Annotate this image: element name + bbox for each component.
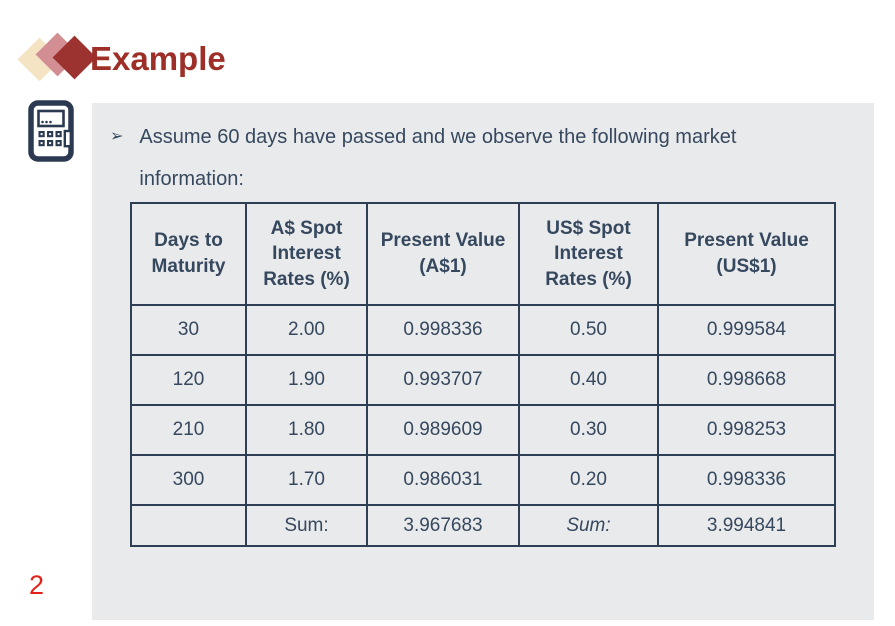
col-header-present-value-aud: Present Value (A$1): [366, 202, 520, 306]
cell-usd-rate: 0.40: [518, 354, 659, 406]
col-header-usd-spot-rates: US$ Spot Interest Rates (%): [518, 202, 659, 306]
arrow-bullet-icon: ➢: [110, 128, 124, 145]
cell-usd-rate: 0.20: [518, 454, 659, 506]
table-sum-row: Sum: 3.967683 Sum: 3.994841: [130, 504, 836, 547]
content-panel: ➢ Assume 60 days have passed and we obse…: [92, 103, 874, 620]
market-information-table: Days to Maturity A$ Spot Interest Rates …: [130, 202, 836, 547]
cell-sum-value-usd: 3.994841: [657, 504, 836, 547]
cell-empty: [130, 504, 247, 547]
col-header-aud-spot-rates: A$ Spot Interest Rates (%): [245, 202, 368, 306]
cell-pv-aud: 0.998336: [366, 304, 520, 356]
table-row: 30 2.00 0.998336 0.50 0.999584: [130, 304, 836, 356]
cell-sum-label-aud: Sum:: [245, 504, 368, 547]
cell-aud-rate: 1.80: [245, 404, 368, 456]
cell-sum-label-usd: Sum:: [518, 504, 659, 547]
cell-sum-value-aud: 3.967683: [366, 504, 520, 547]
calculator-icon: [28, 100, 74, 162]
cell-days: 120: [130, 354, 247, 406]
cell-pv-aud: 0.986031: [366, 454, 520, 506]
cell-aud-rate: 1.90: [245, 354, 368, 406]
cell-usd-rate: 0.50: [518, 304, 659, 356]
cell-days: 30: [130, 304, 247, 356]
cell-days: 300: [130, 454, 247, 506]
col-header-days-to-maturity: Days to Maturity: [130, 202, 247, 306]
table-row: 120 1.90 0.993707 0.40 0.998668: [130, 354, 836, 406]
table-row: 210 1.80 0.989609 0.30 0.998253: [130, 404, 836, 456]
cell-pv-usd: 0.998668: [657, 354, 836, 406]
bullet-item: ➢ Assume 60 days have passed and we obse…: [110, 116, 799, 200]
table-header-row: Days to Maturity A$ Spot Interest Rates …: [130, 202, 836, 306]
cell-pv-aud: 0.993707: [366, 354, 520, 406]
cell-usd-rate: 0.30: [518, 404, 659, 456]
cell-pv-usd: 0.998336: [657, 454, 836, 506]
cell-pv-usd: 0.999584: [657, 304, 836, 356]
cell-aud-rate: 2.00: [245, 304, 368, 356]
slide-title: Example: [90, 40, 226, 77]
cell-pv-aud: 0.989609: [366, 404, 520, 456]
cell-pv-usd: 0.998253: [657, 404, 836, 456]
bullet-text: Assume 60 days have passed and we observ…: [139, 126, 737, 190]
table-row: 300 1.70 0.986031 0.20 0.998336: [130, 454, 836, 506]
page-number: 2: [29, 570, 45, 600]
cell-aud-rate: 1.70: [245, 454, 368, 506]
cell-days: 210: [130, 404, 247, 456]
col-header-present-value-usd: Present Value (US$1): [657, 202, 836, 306]
